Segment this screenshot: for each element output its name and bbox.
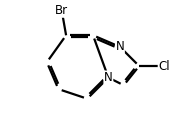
Text: Br: Br (55, 4, 68, 17)
Text: N: N (116, 40, 124, 53)
Text: N: N (104, 71, 113, 84)
Text: Cl: Cl (158, 59, 170, 72)
